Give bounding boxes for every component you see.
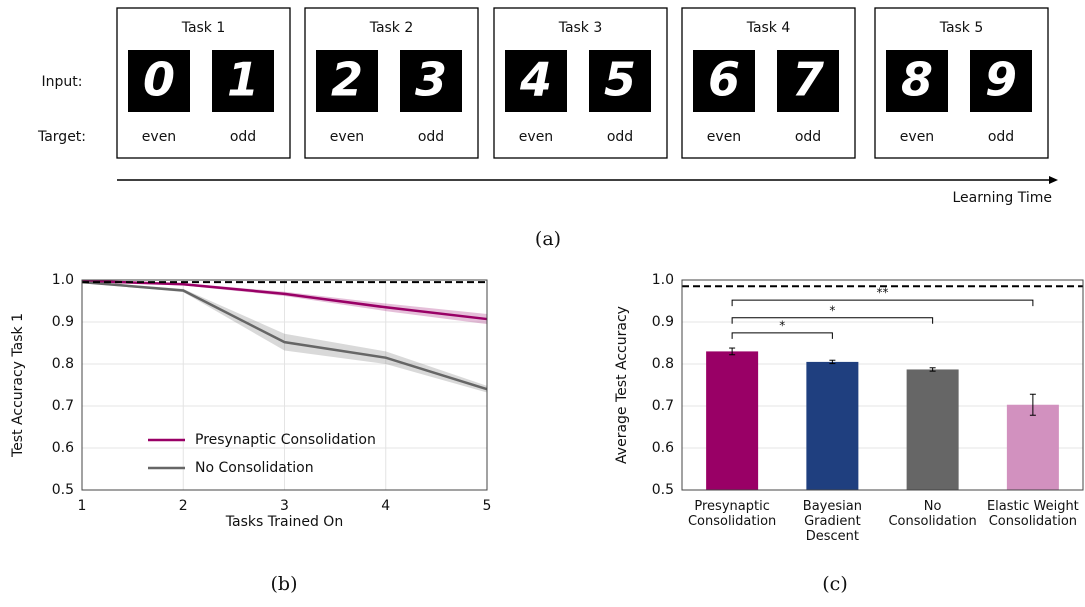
caption: (c)	[822, 573, 847, 595]
digit-image	[970, 50, 1032, 112]
error-band	[82, 281, 487, 393]
target-label: even	[900, 129, 934, 145]
x-tick-label: 4	[381, 498, 390, 514]
digit: 3	[415, 53, 447, 107]
task-box	[493, 7, 668, 159]
y-tick-label: 1.0	[652, 272, 674, 288]
x-tick-label: 2	[179, 498, 188, 514]
target-label: odd	[795, 129, 821, 145]
digit: 5	[604, 53, 636, 107]
target-label: even	[519, 129, 553, 145]
task-title: Task 1	[181, 20, 226, 36]
target-label: even	[707, 129, 741, 145]
x-axis-label: Tasks Trained On	[225, 514, 343, 530]
x-tick-label: Presynaptic Consolidation	[688, 499, 776, 529]
x-tick-label: 5	[483, 498, 492, 514]
digit: 7	[792, 53, 824, 107]
digit-image	[212, 50, 274, 112]
significance-label: *	[779, 318, 785, 332]
bar	[806, 361, 859, 490]
plot-frame	[81, 279, 488, 491]
target-label: odd	[230, 129, 256, 145]
digit-image	[777, 50, 839, 112]
y-tick-label: 0.7	[652, 398, 674, 414]
y-tick-label: 0.8	[652, 356, 674, 372]
legend-label: Presynaptic Consolidation	[195, 432, 376, 448]
x-tick-label: 3	[280, 498, 289, 514]
plot-frame	[681, 279, 1084, 491]
y-tick-label: 0.5	[652, 482, 674, 498]
task-box	[681, 7, 856, 159]
task-title: Task 2	[369, 20, 414, 36]
digit-image	[505, 50, 567, 112]
arrow-head	[1049, 176, 1058, 184]
series-line	[81, 280, 488, 391]
task-title: Task 4	[746, 20, 791, 36]
task-title: Task 5	[939, 20, 984, 36]
y-tick-label: 0.5	[52, 482, 74, 498]
y-tick-label: 0.6	[52, 440, 74, 456]
y-tick-label: 0.6	[652, 440, 674, 456]
x-tick-label: No Consolidation	[888, 499, 976, 529]
bar	[906, 369, 959, 490]
y-tick-label: 0.9	[52, 314, 74, 330]
target-label: even	[142, 129, 176, 145]
digit: 9	[985, 53, 1017, 107]
digit: 8	[901, 53, 933, 107]
row-label: Target:	[37, 129, 86, 145]
task-box	[116, 7, 291, 159]
significance-label: *	[829, 303, 835, 317]
digit: 6	[708, 53, 740, 107]
target-label: odd	[988, 129, 1014, 145]
task-box	[304, 7, 479, 159]
x-tick-label: 1	[78, 498, 87, 514]
significance-bracket	[731, 332, 833, 339]
y-tick-label: 1.0	[52, 272, 74, 288]
bar	[706, 351, 759, 490]
x-tick-label: Elastic Weight Consolidation	[987, 499, 1079, 529]
y-tick-label: 0.7	[52, 398, 74, 414]
digit-image	[589, 50, 651, 112]
significance-bracket	[731, 299, 1034, 307]
caption: (b)	[271, 573, 298, 595]
digit: 4	[519, 53, 552, 107]
digit-image	[400, 50, 462, 112]
x-tick-label: Bayesian Gradient Descent	[803, 499, 862, 544]
arrow-label: Learning Time	[953, 190, 1053, 206]
digit-image	[316, 50, 378, 112]
digit: 1	[227, 53, 259, 107]
row-label: Input:	[42, 74, 83, 90]
significance-bracket	[731, 317, 934, 324]
y-axis-label: Average Test Accuracy	[614, 306, 630, 464]
y-axis-label: Test Accuracy Task 1	[10, 313, 26, 458]
digit: 0	[143, 53, 175, 107]
bar	[1006, 404, 1059, 490]
task-box	[874, 7, 1049, 159]
significance-label: **	[877, 286, 889, 300]
target-label: odd	[418, 129, 444, 145]
target-label: even	[330, 129, 364, 145]
caption: (a)	[535, 228, 561, 250]
target-label: odd	[607, 129, 633, 145]
digit: 2	[331, 53, 363, 107]
digit-image	[128, 50, 190, 112]
digit-image	[886, 50, 948, 112]
task-title: Task 3	[558, 20, 603, 36]
digit-image	[693, 50, 755, 112]
legend-label: No Consolidation	[195, 460, 314, 476]
y-tick-label: 0.9	[652, 314, 674, 330]
y-tick-label: 0.8	[52, 356, 74, 372]
